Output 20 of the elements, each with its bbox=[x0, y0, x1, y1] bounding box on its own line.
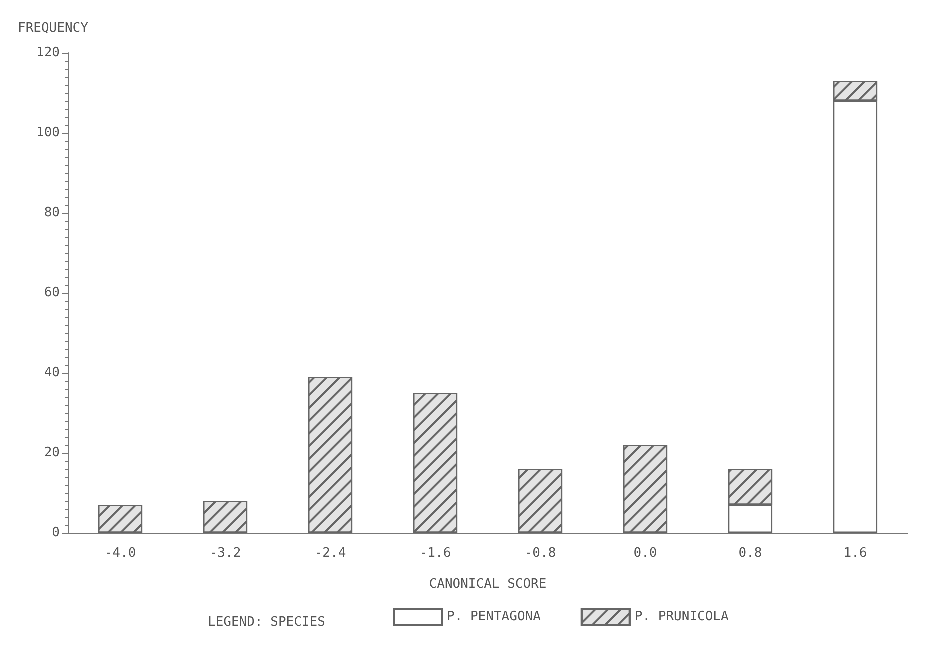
y-tick-label: 120 bbox=[36, 46, 60, 60]
x-tick-label: -0.8 bbox=[524, 546, 556, 561]
x-tick-label: -2.4 bbox=[314, 546, 346, 561]
y-tick-label: 60 bbox=[44, 286, 60, 300]
x-axis-title: CANONICAL SCORE bbox=[429, 577, 547, 592]
x-tick-label: 0.8 bbox=[738, 546, 762, 561]
x-tick-label: -1.6 bbox=[420, 546, 452, 561]
legend-label: P. PENTAGONA bbox=[447, 610, 542, 624]
x-tick-label: 1.6 bbox=[844, 546, 868, 561]
y-tick-label: 80 bbox=[44, 206, 60, 220]
legend-title: LEGEND: SPECIES bbox=[208, 615, 326, 630]
y-tick-label: 20 bbox=[44, 446, 60, 460]
legend-label: P. PRUNICOLA bbox=[634, 610, 730, 624]
y-tick-label: 40 bbox=[44, 366, 60, 380]
x-tick-label: 0.0 bbox=[634, 546, 658, 561]
y-tick-label: 100 bbox=[36, 126, 60, 140]
x-tick-label: -3.2 bbox=[210, 546, 242, 561]
y-tick-label: 0 bbox=[52, 526, 60, 540]
y-axis-title: FREQUENCY bbox=[18, 21, 89, 36]
x-tick-label: -4.0 bbox=[104, 546, 136, 561]
